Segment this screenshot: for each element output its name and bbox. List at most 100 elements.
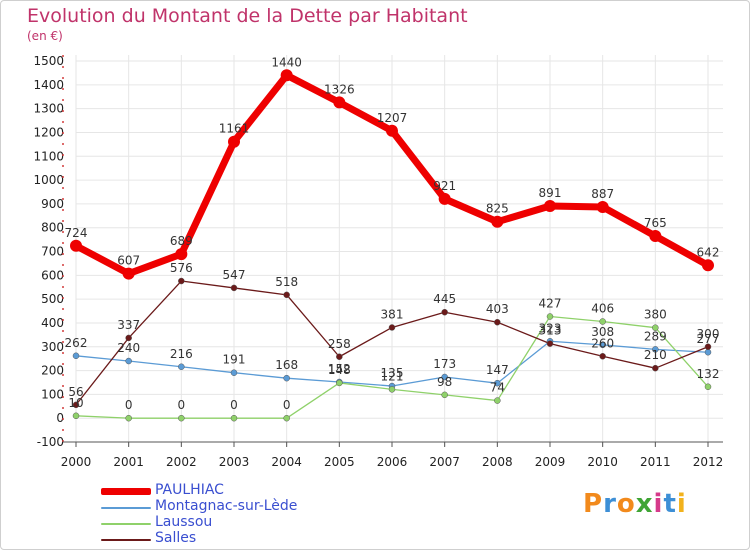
x-tick-label: 2007	[429, 455, 460, 469]
data-point	[283, 374, 290, 382]
legend-swatch-laussou	[101, 523, 151, 525]
data-label: 240	[117, 341, 140, 355]
data-point	[178, 363, 185, 371]
x-tick-label: 2012	[693, 455, 724, 469]
x-tick-label: 2000	[61, 455, 92, 469]
data-label: 121	[381, 369, 404, 383]
data-point	[72, 412, 80, 420]
data-label: 337	[117, 318, 140, 332]
data-label: 891	[539, 186, 562, 200]
data-point	[230, 414, 238, 422]
data-label: 300	[697, 327, 720, 341]
logo-letter: P	[583, 489, 604, 519]
y-tick-label: 1500	[33, 54, 64, 68]
data-label: 10	[68, 396, 83, 410]
data-label: 262	[65, 336, 88, 350]
data-point	[122, 267, 135, 280]
y-tick-label: 600	[41, 268, 64, 282]
data-point	[599, 353, 606, 360]
data-point	[652, 364, 659, 372]
data-label: 921	[433, 179, 456, 193]
y-tick-label: 700	[41, 245, 64, 259]
data-label: 576	[170, 261, 193, 275]
data-point	[283, 291, 290, 299]
logo-letter: o	[616, 489, 636, 519]
data-point	[438, 192, 451, 205]
data-label: 313	[539, 324, 562, 338]
data-label: 173	[433, 357, 456, 371]
logo-letter: i	[653, 489, 664, 519]
y-tick-label: 200	[41, 364, 64, 378]
x-tick-label: 2006	[377, 455, 408, 469]
data-label: 216	[170, 347, 193, 361]
data-point	[125, 334, 132, 342]
data-label: 98	[437, 375, 452, 389]
data-label: 825	[486, 202, 509, 216]
chart-title: Evolution du Montant de la Dette par Hab…	[27, 5, 468, 27]
data-point	[280, 69, 293, 82]
x-tick-label: 2001	[113, 455, 144, 469]
series-lines	[70, 69, 714, 422]
logo-letter: i	[676, 489, 687, 519]
data-label: 642	[697, 245, 720, 259]
data-label: 168	[275, 358, 298, 372]
y-tick-label: 1300	[33, 102, 64, 116]
y-tick-label: 100	[41, 387, 64, 401]
x-tick-label: 2011	[640, 455, 671, 469]
data-label: 1440	[271, 55, 302, 69]
data-point	[386, 124, 398, 137]
y-tick-label: -100	[37, 435, 64, 449]
data-label: 191	[223, 353, 246, 367]
data-point	[546, 313, 554, 320]
data-label: 74	[490, 381, 505, 395]
y-tick-label: 500	[41, 292, 64, 306]
y-tick-label: 0	[56, 411, 64, 425]
data-point	[388, 324, 396, 331]
logo-letter: x	[635, 489, 654, 519]
data-point	[649, 230, 662, 243]
data-label: 887	[591, 187, 614, 201]
x-tick-label: 2002	[166, 455, 197, 469]
data-label: 0	[125, 398, 133, 412]
data-label: 607	[117, 254, 140, 268]
data-label: 148	[328, 363, 351, 377]
proxiti-logo: Proxiti	[583, 489, 687, 519]
x-tick-label: 2009	[535, 455, 566, 469]
data-label: 260	[591, 336, 614, 350]
data-label: 1326	[324, 82, 355, 96]
axes: -100010020030040050060070080090010001100…	[33, 54, 723, 469]
data-point	[704, 348, 712, 356]
data-point	[230, 369, 238, 376]
data-label: 689	[170, 234, 193, 248]
data-label: 308	[591, 325, 614, 339]
legend-swatch-paulhiac	[101, 488, 151, 495]
data-point	[72, 352, 80, 360]
data-labels: 724 607 689 1161 1440 1326 1207 921 825 891 887 765…	[65, 55, 720, 412]
data-point	[441, 391, 448, 399]
data-label: 1161	[219, 122, 250, 136]
data-point	[125, 357, 132, 365]
legend-label-paulhiac: PAULHIAC	[155, 482, 224, 498]
logo-letter: t	[663, 489, 677, 519]
y-tick-label: 400	[41, 316, 64, 330]
data-label: 132	[697, 367, 720, 381]
data-label: 323	[539, 321, 562, 335]
data-label: 406	[591, 302, 614, 316]
legend-label-montagnac: Montagnac-sur-Lède	[155, 498, 298, 514]
y-tick-label: 1100	[33, 149, 64, 163]
y-tick-label: 800	[41, 221, 64, 235]
data-label: 518	[275, 275, 298, 289]
data-label: 1207	[377, 111, 408, 125]
chart-subtitle: (en €)	[27, 29, 63, 43]
x-tick-label: 2003	[219, 455, 250, 469]
data-label: 152	[328, 362, 351, 376]
data-point	[546, 340, 554, 347]
data-label: 403	[486, 302, 509, 316]
x-tick-label: 2005	[324, 455, 355, 469]
data-label: 427	[539, 297, 562, 311]
data-label: 380	[644, 308, 667, 322]
data-point	[491, 215, 504, 228]
data-point	[178, 277, 185, 285]
